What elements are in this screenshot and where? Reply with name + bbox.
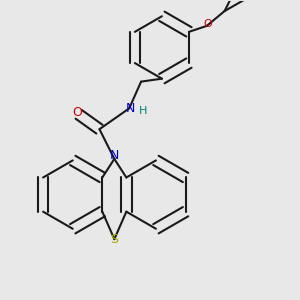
Text: O: O xyxy=(72,106,82,119)
Text: N: N xyxy=(126,102,135,115)
Text: N: N xyxy=(110,149,119,162)
Text: O: O xyxy=(204,20,213,29)
Text: S: S xyxy=(110,233,118,246)
Text: H: H xyxy=(138,106,147,116)
